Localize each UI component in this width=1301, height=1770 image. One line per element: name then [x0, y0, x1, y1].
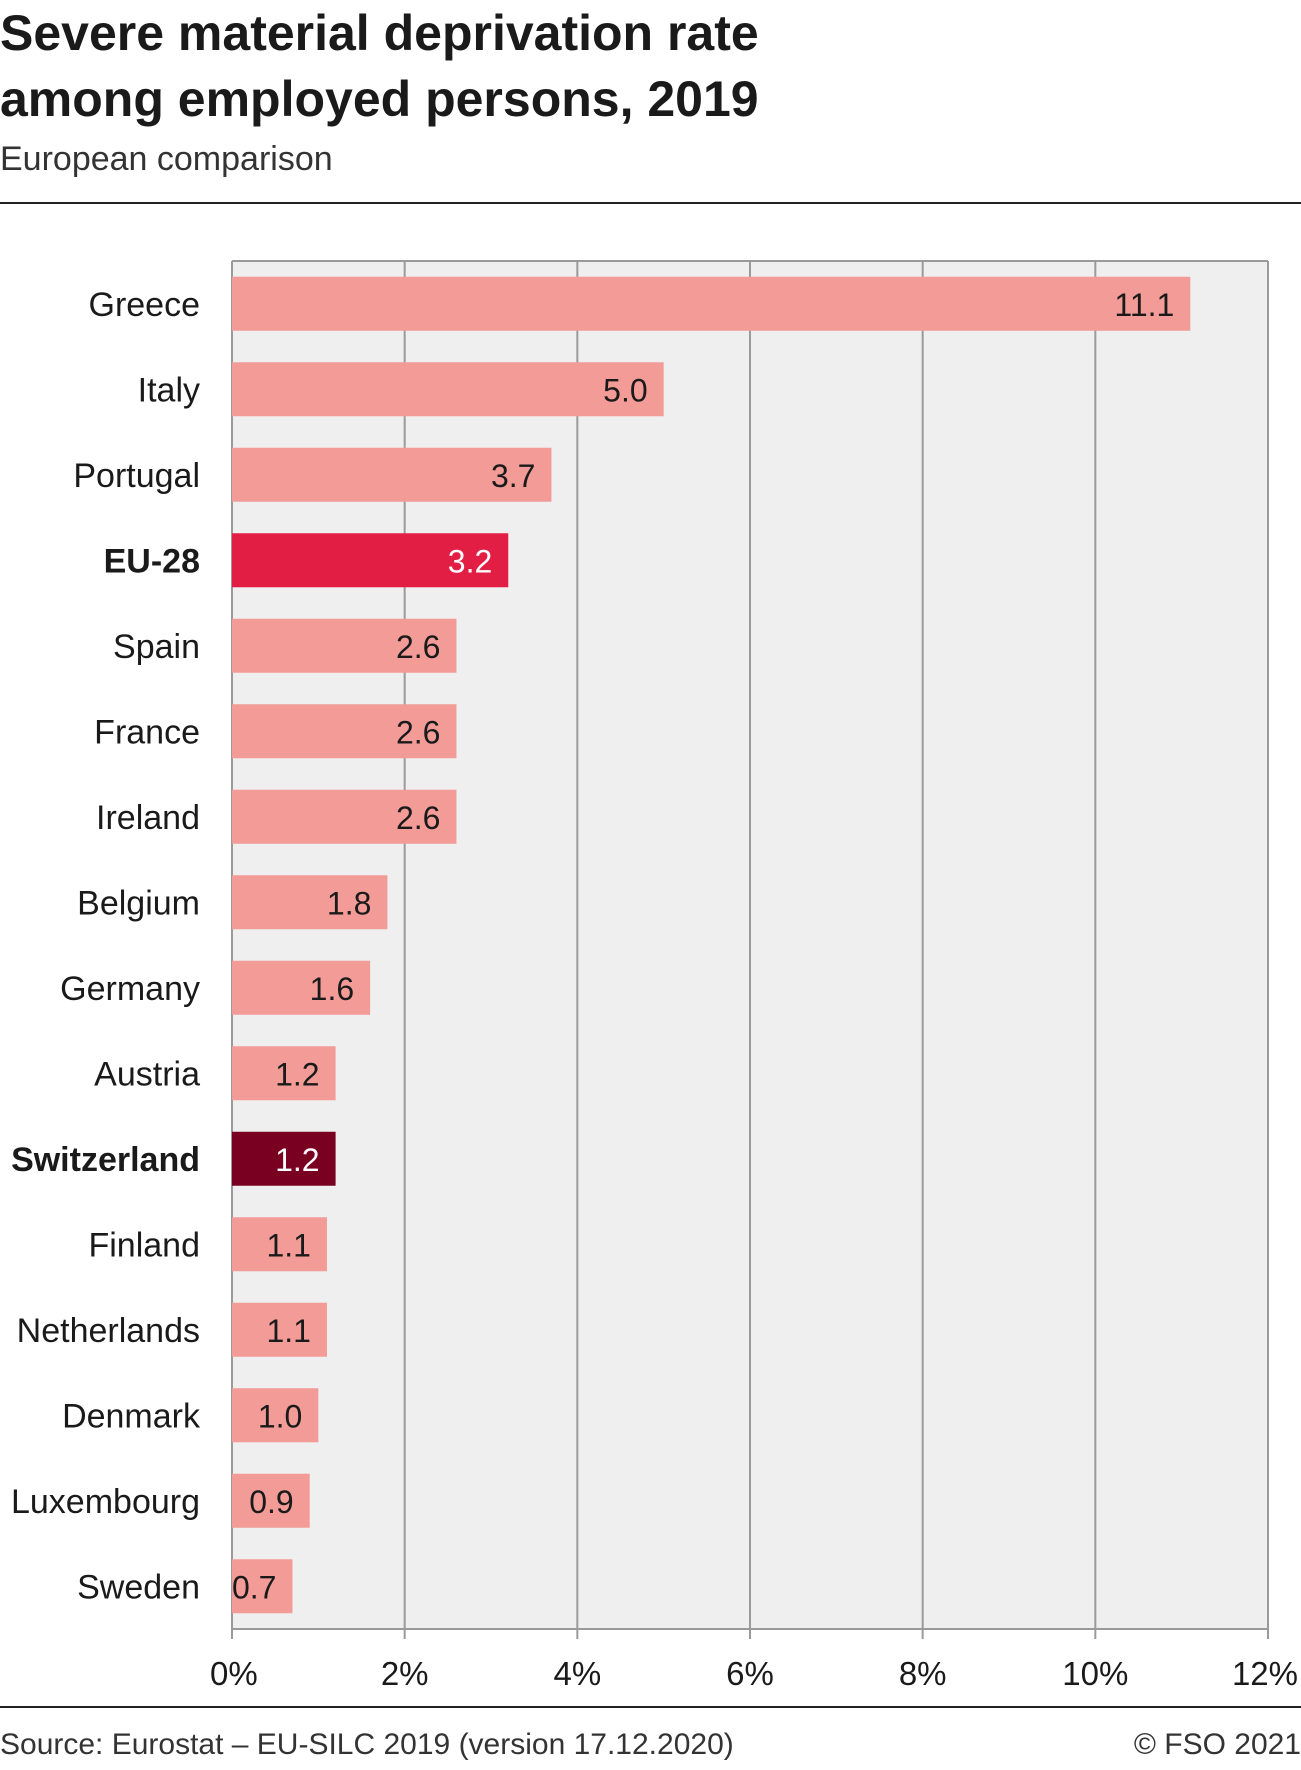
category-label-switzerland: Switzerland — [11, 1141, 200, 1179]
category-label-france: France — [94, 713, 200, 751]
value-label-luxembourg: 0.9 — [249, 1484, 293, 1520]
category-label-eu-28: EU-28 — [104, 542, 200, 580]
category-label-portugal: Portugal — [73, 457, 200, 495]
x-tick-label-6: 12% — [1232, 1655, 1298, 1690]
category-label-italy: Italy — [138, 371, 200, 409]
bar-netherlands — [232, 1302, 327, 1357]
bar-sweden — [232, 1559, 293, 1614]
chart-subtitle: European comparison — [0, 140, 333, 178]
value-label-portugal: 3.7 — [491, 458, 535, 494]
bar-chart: Greece Italy Portugal EU-28 Spain France Irela… — [11, 260, 1298, 1690]
chart-title-line-2: among employed persons, 2019 — [0, 71, 759, 127]
x-tick-label-0: 0% — [210, 1655, 258, 1690]
x-axis-ticks: 0% 2% 4% 6% 8% 10% 12% — [210, 1655, 1298, 1690]
bar-greece — [232, 276, 1191, 331]
bar-belgium — [232, 875, 388, 930]
x-tick-label-5: 10% — [1062, 1655, 1128, 1690]
category-label-sweden: Sweden — [77, 1568, 200, 1606]
category-label-netherlands: Netherlands — [17, 1312, 200, 1350]
category-label-austria: Austria — [94, 1055, 200, 1093]
category-label-ireland: Ireland — [96, 799, 200, 837]
bar-luxembourg — [232, 1473, 310, 1528]
category-label-luxembourg: Luxembourg — [11, 1483, 200, 1521]
value-label-netherlands: 1.1 — [266, 1313, 310, 1349]
value-label-eu-28: 3.2 — [448, 543, 492, 579]
bottom-divider — [0, 1706, 1301, 1708]
bar-ireland — [232, 789, 457, 844]
bar-portugal — [232, 447, 552, 502]
value-label-greece: 11.1 — [1114, 287, 1174, 323]
value-label-switzerland: 1.2 — [275, 1142, 319, 1178]
category-labels: Greece Italy Portugal EU-28 Spain France Irela… — [11, 286, 201, 1607]
bar-france — [232, 704, 457, 759]
value-label-denmark: 1.0 — [258, 1398, 302, 1434]
value-label-sweden: 0.7 — [232, 1569, 276, 1605]
bar-germany — [232, 960, 371, 1015]
bars — [232, 276, 1191, 1614]
x-tick-label-1: 2% — [381, 1655, 429, 1690]
value-label-finland: 1.1 — [266, 1227, 310, 1263]
category-label-germany: Germany — [60, 970, 200, 1008]
value-label-italy: 5.0 — [603, 372, 647, 408]
value-label-spain: 2.6 — [396, 629, 440, 665]
value-label-germany: 1.6 — [310, 971, 354, 1007]
category-label-denmark: Denmark — [62, 1397, 201, 1435]
copyright-note: © FSO 2021 — [1133, 1728, 1301, 1761]
category-label-finland: Finland — [88, 1226, 200, 1264]
category-label-spain: Spain — [113, 628, 200, 666]
top-divider — [0, 202, 1301, 204]
x-tick-label-4: 8% — [899, 1655, 947, 1690]
source-note: Source: Eurostat – EU-SILC 2019 (version… — [0, 1728, 734, 1761]
value-label-austria: 1.2 — [275, 1056, 319, 1092]
value-labels: 11.1 5.0 3.7 3.2 2.6 2.6 2.6 1.8 1.6 1.2 1.2 1.1 1.1… — [232, 287, 1174, 1606]
x-tick-label-2: 4% — [553, 1655, 601, 1690]
bar-finland — [232, 1217, 327, 1272]
bar-switzerland — [232, 1131, 336, 1186]
value-label-belgium: 1.8 — [327, 885, 371, 921]
chart-title: Severe material deprivation rate among e… — [0, 0, 900, 132]
bar-spain — [232, 618, 457, 673]
x-tick-label-3: 6% — [726, 1655, 774, 1690]
category-label-belgium: Belgium — [77, 884, 200, 922]
value-label-ireland: 2.6 — [396, 800, 440, 836]
bar-denmark — [232, 1388, 319, 1443]
bar-italy — [232, 362, 664, 417]
value-label-france: 2.6 — [396, 714, 440, 750]
bar-eu-28 — [232, 533, 509, 588]
category-label-greece: Greece — [89, 286, 201, 324]
bar-austria — [232, 1046, 336, 1101]
chart-title-line-1: Severe material deprivation rate — [0, 5, 759, 61]
